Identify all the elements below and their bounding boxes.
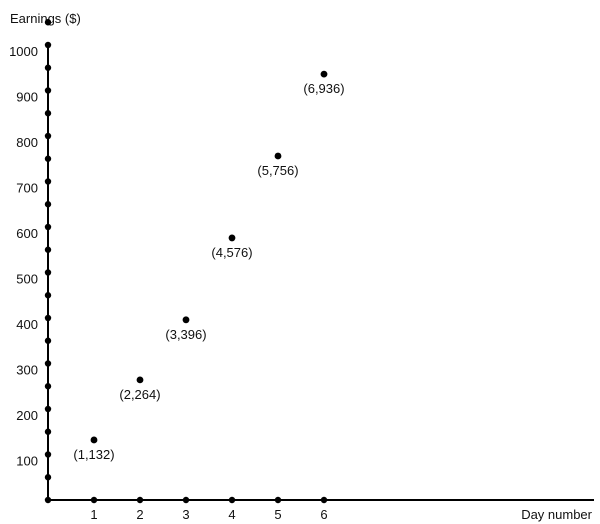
y-tick-dot <box>44 360 52 367</box>
x-tick-label: 5 <box>274 507 281 522</box>
x-tick-dot <box>90 496 98 504</box>
y-tick-label: 1000 <box>9 44 38 59</box>
data-point <box>136 376 144 384</box>
y-axis-label: Earnings ($) <box>10 11 81 26</box>
data-points <box>90 70 328 444</box>
x-tick-label: 2 <box>136 507 143 522</box>
y-tick-dot <box>44 292 52 299</box>
x-axis-label: Day number <box>521 507 592 522</box>
data-point <box>182 316 190 324</box>
y-tick-dot <box>44 41 52 49</box>
y-tick-label: 800 <box>16 135 38 150</box>
y-tick-dot <box>44 110 52 117</box>
data-label: (1,132) <box>73 447 114 462</box>
data-label: (4,576) <box>211 245 252 260</box>
y-tick-dot <box>44 405 52 413</box>
y-tick-dot <box>44 337 52 344</box>
y-tick-dot <box>44 428 52 435</box>
x-ticks: 1 2 3 4 5 6 <box>90 496 328 522</box>
x-tick-label: 4 <box>228 507 235 522</box>
x-tick-dot <box>274 496 282 504</box>
y-tick-dot <box>44 246 52 253</box>
y-tick-dot <box>44 155 52 162</box>
y-tick-dot <box>44 314 52 322</box>
y-tick-dot <box>44 87 52 94</box>
x-tick-label: 3 <box>182 507 189 522</box>
y-tick-dot <box>44 223 52 231</box>
y-tick-dot <box>44 451 52 458</box>
y-tick-dot <box>44 383 52 390</box>
origin-dot <box>44 496 52 504</box>
y-tick-label: 200 <box>16 408 38 423</box>
y-tick-label: 300 <box>16 363 38 378</box>
data-label: (5,756) <box>257 163 298 178</box>
y-tick-label: 100 <box>16 454 38 469</box>
y-tick-dot <box>44 201 52 208</box>
x-tick-dot <box>228 496 236 504</box>
x-tick-label: 6 <box>320 507 327 522</box>
y-tick-label: 600 <box>16 226 38 241</box>
y-ticks: 100 200 300 400 500 600 700 800 900 1000 <box>9 19 52 481</box>
y-tick-dot <box>44 178 52 185</box>
y-tick-dot <box>44 269 52 276</box>
y-tick-label: 900 <box>16 90 38 105</box>
data-label: (3,396) <box>165 327 206 342</box>
y-tick-dot <box>44 132 52 140</box>
y-tick-label: 700 <box>16 181 38 196</box>
x-tick-dot <box>320 496 328 504</box>
y-tick-dot <box>44 64 52 71</box>
y-tick-label: 400 <box>16 317 38 332</box>
y-tick-dot <box>44 19 52 26</box>
data-labels: (1,132) (2,264) (3,396) (4,576) (5,756) (6,93… <box>73 81 344 462</box>
x-tick-dot <box>136 496 144 504</box>
data-label: (6,936) <box>303 81 344 96</box>
y-tick-dot <box>44 474 52 481</box>
x-tick-label: 1 <box>90 507 97 522</box>
data-label: (2,264) <box>119 387 160 402</box>
axes <box>44 42 594 504</box>
data-point <box>320 70 328 78</box>
data-point <box>90 436 98 444</box>
x-tick-dot <box>182 496 190 504</box>
y-tick-label: 500 <box>16 272 38 287</box>
data-point <box>274 152 282 160</box>
data-point <box>228 234 236 242</box>
